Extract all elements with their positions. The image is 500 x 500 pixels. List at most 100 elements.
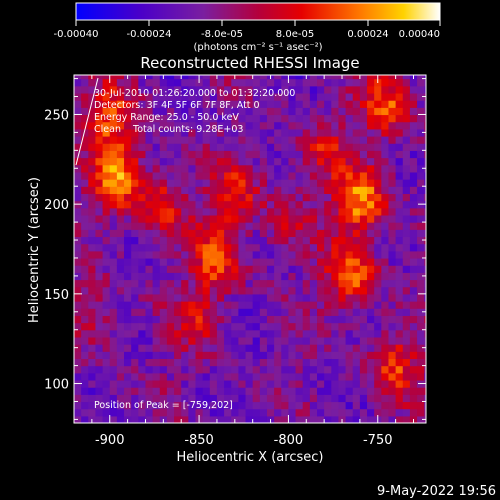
heatmap-cell	[388, 358, 397, 367]
heatmap-cell	[209, 415, 218, 423]
heatmap-cell	[259, 336, 268, 345]
heatmap-cell	[367, 236, 375, 245]
heatmap-cell	[138, 387, 147, 395]
heatmap-cell	[309, 344, 318, 352]
heatmap-cell	[266, 265, 275, 273]
heatmap-cell	[367, 329, 375, 338]
heatmap-cell	[324, 164, 332, 173]
heatmap-cell	[166, 179, 175, 187]
heatmap-cell	[309, 200, 318, 209]
heatmap-cell	[302, 171, 311, 180]
heatmap-cell	[259, 415, 268, 423]
heatmap-cell	[417, 286, 425, 295]
heatmap-cell	[274, 344, 282, 352]
heatmap-cell	[131, 336, 139, 345]
heatmap-cell	[424, 265, 426, 273]
heatmap-cell	[402, 286, 411, 295]
heatmap-cell	[245, 100, 254, 108]
heatmap-cell	[181, 157, 189, 166]
heatmap-cell	[109, 365, 118, 374]
heatmap-cell	[402, 128, 411, 137]
heatmap-cell	[259, 372, 268, 381]
heatmap-cell	[302, 250, 311, 259]
heatmap-cell	[288, 272, 297, 281]
heatmap-cell	[252, 243, 261, 252]
colorbar-ticks	[75, 20, 441, 26]
heatmap-cell	[295, 351, 304, 360]
heatmap-cell	[395, 128, 404, 137]
heatmap-cell	[359, 107, 368, 116]
heatmap-cell	[274, 179, 282, 187]
heatmap-cell	[266, 236, 275, 245]
heatmap-cell	[202, 301, 211, 309]
heatmap-cell	[145, 336, 154, 345]
heatmap-cell	[417, 100, 425, 108]
heatmap-cell	[152, 358, 161, 367]
heatmap-cell	[152, 186, 161, 194]
heatmap-cell	[145, 408, 154, 417]
heatmap-cell	[266, 78, 275, 87]
heatmap-cell	[102, 394, 111, 403]
heatmap-cell	[145, 279, 154, 288]
heatmap-cell	[345, 293, 354, 302]
heatmap-cell	[166, 250, 175, 259]
heatmap-cell	[302, 157, 311, 166]
heatmap-cell	[166, 222, 175, 230]
heatmap-cell	[252, 379, 261, 388]
heatmap-cell	[152, 75, 161, 80]
heatmap-cell	[259, 351, 268, 360]
heatmap-cell	[374, 200, 382, 209]
heatmap-cell	[202, 75, 211, 80]
heatmap-cell	[281, 157, 290, 166]
heatmap-cell	[252, 107, 261, 116]
heatmap-cell	[88, 250, 97, 259]
heatmap-cell	[145, 207, 154, 216]
heatmap-cell	[424, 387, 426, 395]
heatmap-cell	[259, 401, 268, 410]
heatmap-cell	[352, 75, 361, 80]
heatmap-cell	[331, 143, 340, 151]
heatmap-cell	[338, 394, 347, 403]
heatmap-cell	[188, 379, 197, 388]
heatmap-cell	[224, 358, 232, 367]
heatmap-cell	[288, 193, 297, 202]
heatmap-cell	[116, 336, 125, 345]
heatmap-cell	[402, 171, 411, 180]
heatmap-cell	[138, 322, 147, 331]
heatmap-cell	[202, 157, 211, 166]
heatmap-cell	[317, 250, 325, 259]
heatmap-cell	[181, 401, 189, 410]
heatmap-cell	[288, 243, 297, 252]
heatmap-cell	[281, 308, 290, 316]
heatmap-cell	[159, 214, 168, 223]
heatmap-cell	[109, 135, 118, 144]
heatmap-cell	[338, 171, 347, 180]
heatmap-cell	[145, 143, 154, 151]
heatmap-cell	[145, 415, 154, 423]
heatmap-cell	[424, 85, 426, 94]
heatmap-cell	[331, 114, 340, 123]
heatmap-cell	[81, 379, 89, 388]
heatmap-cell	[374, 272, 382, 281]
heatmap-cell	[138, 135, 147, 144]
heatmap-cell	[417, 114, 425, 123]
heatmap-cell	[231, 329, 239, 338]
heatmap-cell	[138, 164, 147, 173]
heatmap-cell	[274, 243, 282, 252]
heatmap-cell	[338, 157, 347, 166]
heatmap-cell	[202, 322, 211, 331]
heatmap-cell	[259, 286, 268, 295]
heatmap-cell	[324, 214, 332, 223]
heatmap-cell	[295, 150, 304, 159]
heatmap-cell	[152, 401, 161, 410]
annotation-clean-counts: Clean Total counts: 9.28E+03	[94, 124, 243, 135]
heatmap-cell	[131, 408, 139, 417]
heatmap-cell	[245, 75, 254, 80]
heatmap-cell	[266, 200, 275, 209]
heatmap-cell	[338, 236, 347, 245]
heatmap-cell	[388, 150, 397, 159]
heatmap-cell	[74, 301, 82, 309]
heatmap-cell	[245, 171, 254, 180]
heatmap-cell	[288, 322, 297, 331]
heatmap-cell	[195, 379, 204, 388]
